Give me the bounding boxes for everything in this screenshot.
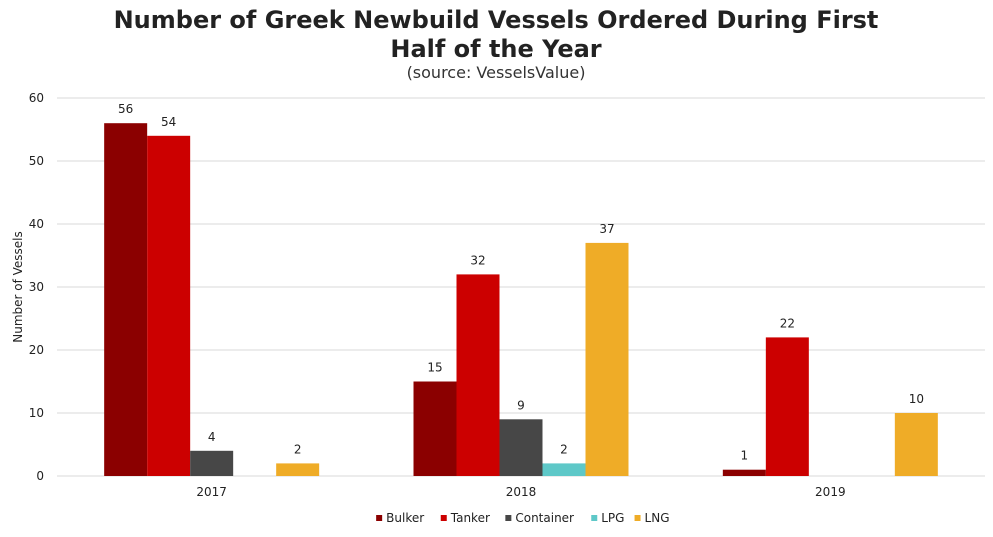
legend-swatch-bulker	[376, 515, 383, 521]
y-axis-ticks: 0 10 20 30 40 50 60	[29, 91, 44, 483]
legend-label-lng: LNG	[645, 511, 670, 525]
chart-subtitle: (source: VesselsValue)	[407, 63, 586, 82]
legend-swatch-container	[505, 515, 512, 521]
x-axis-ticks: 2017 2018 2019	[196, 485, 845, 499]
data-label-container-2017: 4	[208, 430, 216, 444]
data-label-lng-2019: 10	[909, 392, 924, 406]
y-tick-label: 20	[29, 343, 44, 357]
bars	[104, 123, 938, 477]
data-label-tanker-2018: 32	[470, 253, 485, 267]
x-tick-label: 2018	[506, 485, 537, 499]
bar-tanker-2019	[765, 337, 809, 476]
data-label-container-2018: 9	[517, 398, 525, 412]
chart-title-line-1: Number of Greek Newbuild Vessels Ordered…	[114, 6, 879, 34]
data-label-bulker-2017: 56	[118, 102, 133, 116]
y-tick-label: 60	[29, 91, 44, 105]
bar-bulker-2017	[104, 123, 148, 476]
bar-bulker-2019	[722, 469, 766, 476]
x-tick-label: 2019	[815, 485, 846, 499]
bar-lng-2019	[894, 413, 938, 476]
bar-tanker-2018	[456, 274, 500, 476]
legend-swatch-lng	[634, 515, 641, 521]
data-label-lng-2017: 2	[294, 442, 302, 456]
bar-tanker-2017	[147, 135, 191, 477]
y-tick-label: 0	[36, 469, 44, 483]
data-label-tanker-2019: 22	[780, 316, 795, 330]
bar-lpg-2018	[542, 463, 586, 476]
data-label-lng-2018: 37	[599, 222, 614, 236]
y-tick-label: 40	[29, 217, 44, 231]
data-label-bulker-2019: 1	[741, 449, 749, 463]
y-tick-label: 10	[29, 406, 44, 420]
gridlines	[57, 97, 985, 477]
y-axis-label: Number of Vessels	[11, 231, 25, 343]
x-tick-label: 2017	[196, 485, 227, 499]
legend-label-lpg: LPG	[601, 511, 624, 525]
bar-container-2018	[499, 419, 543, 476]
y-tick-label: 30	[29, 280, 44, 294]
legend-label-tanker: Tanker	[450, 511, 490, 525]
bar-lng-2018	[585, 242, 629, 476]
bar-lng-2017	[276, 463, 320, 476]
legend-swatch-tanker	[440, 515, 447, 521]
bar-bulker-2018	[413, 381, 457, 476]
legend-label-bulker: Bulker	[386, 511, 424, 525]
legend: Bulker Tanker Container LPG LNG	[376, 511, 670, 525]
legend-label-container: Container	[515, 511, 574, 525]
data-label-lpg-2018: 2	[560, 442, 568, 456]
legend-swatch-lpg	[591, 515, 598, 521]
data-label-bulker-2018: 15	[427, 361, 442, 375]
data-labels: 56 54 4 2 15 32 9 2 37 1 22 10	[118, 102, 924, 463]
bar-container-2017	[190, 450, 234, 476]
data-label-tanker-2017: 54	[161, 115, 176, 129]
y-tick-label: 50	[29, 154, 44, 168]
chart-title-line-2: Half of the Year	[390, 35, 601, 63]
